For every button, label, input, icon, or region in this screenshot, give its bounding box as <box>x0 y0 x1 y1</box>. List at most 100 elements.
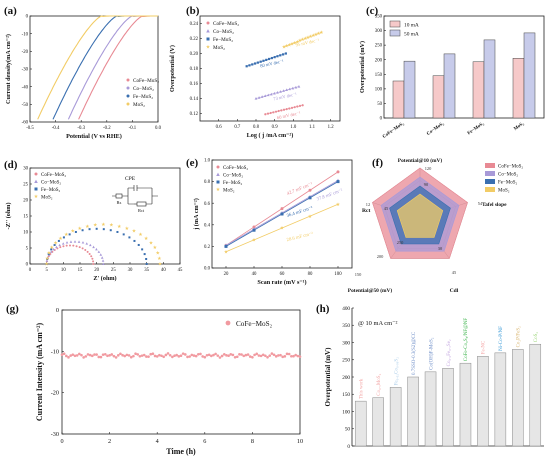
data-point <box>106 354 109 358</box>
y-tick-label: 0.24 <box>190 22 199 27</box>
data-point <box>81 229 84 232</box>
y-tick-label: 0 <box>56 307 59 314</box>
data-point: ★ <box>53 240 58 246</box>
y-tick-label: -30 <box>51 431 59 438</box>
y-tick-label: 10 <box>23 231 28 236</box>
circuit-wires <box>112 185 158 205</box>
resistor-rs <box>115 193 123 199</box>
data-point <box>285 352 289 356</box>
data-point <box>308 196 312 200</box>
data-point <box>75 245 78 248</box>
cdl-annotation: 37.8 mF cm⁻² <box>316 187 344 202</box>
data-point: ★ <box>157 256 162 262</box>
data-point: ★ <box>132 228 137 234</box>
data-point: ★ <box>280 226 285 232</box>
bar <box>392 80 405 119</box>
data-point: ★ <box>85 224 90 230</box>
data-point <box>259 354 263 358</box>
x-tick-label: 0 <box>29 268 32 273</box>
data-point <box>75 354 79 357</box>
data-point: ★ <box>47 251 52 257</box>
bar <box>354 400 367 447</box>
data-point <box>294 353 297 357</box>
x-tick-label: 5 <box>45 268 48 273</box>
data-point <box>61 242 65 245</box>
data-point: ★ <box>252 238 257 244</box>
data-point <box>134 352 137 356</box>
data-point <box>137 243 140 246</box>
bar <box>424 371 437 447</box>
data-point: ★ <box>308 214 313 220</box>
data-point <box>188 355 191 358</box>
data-point <box>92 260 95 263</box>
x-tick-label: 1.0 <box>290 125 297 130</box>
data-point: ★ <box>50 245 55 251</box>
data-point <box>55 245 58 249</box>
y-axis-label: Overpotential (mV) <box>324 347 332 407</box>
x-category-label: Co−MoS₂ <box>426 121 445 137</box>
data-point: ★ <box>158 262 163 268</box>
data-point <box>34 179 38 183</box>
data-point <box>62 236 65 239</box>
data-point <box>109 229 112 232</box>
y-tick-label: 50 <box>377 102 382 107</box>
data-point <box>238 353 241 356</box>
data-point: ★ <box>58 236 63 242</box>
y-tick-label: 15 <box>23 215 28 220</box>
y-tick-label: 0.0 <box>204 267 211 272</box>
data-point <box>88 228 91 231</box>
data-point <box>181 352 185 355</box>
data-point <box>336 180 340 184</box>
radar-tick-label: 45 <box>384 206 389 211</box>
data-point: ★ <box>290 41 295 47</box>
radar-axis-label: Potential@10 (mV) <box>398 157 443 164</box>
data-point <box>67 356 70 359</box>
data-point <box>50 248 53 251</box>
data-point <box>158 353 161 357</box>
y-tick-label: 0.16 <box>190 82 199 87</box>
data-point <box>166 352 170 355</box>
radar-tick-label: 90 <box>424 182 429 187</box>
data-point <box>218 356 222 359</box>
data-point <box>68 233 71 236</box>
y-tick-label: 300 <box>342 340 350 346</box>
x-tick-label: 0 <box>60 438 63 445</box>
legend-entry: Fe−MoS₂ <box>41 188 61 193</box>
panel-h: 0 50 100 150 200 250 300 350 400 Overpotential (m… <box>324 306 544 450</box>
legend-marker <box>225 320 231 326</box>
data-point <box>143 253 146 256</box>
data-point <box>164 353 168 357</box>
data-point <box>93 353 96 356</box>
data-point <box>268 354 272 357</box>
data-point <box>257 354 261 357</box>
data-point <box>99 355 103 359</box>
data-point <box>168 353 172 357</box>
data-point: ★ <box>300 37 305 43</box>
data-point <box>297 85 301 88</box>
data-point <box>206 29 210 33</box>
y-tick-label: 0.8 <box>204 180 211 185</box>
bar-label: Fe-NC <box>482 340 487 354</box>
data-point <box>220 354 224 358</box>
bar <box>372 397 384 447</box>
data-point <box>90 255 93 258</box>
data-point <box>126 94 130 98</box>
data-point <box>127 354 131 357</box>
x-axis-label: Time (h) <box>166 447 196 456</box>
data-point: ★ <box>93 223 98 229</box>
data-point <box>108 354 111 357</box>
bar-label: CoS₂ <box>534 332 539 343</box>
data-point: ★ <box>224 249 229 255</box>
data-point <box>34 187 38 191</box>
x-tick-label: 35 <box>144 268 149 273</box>
fit-line <box>265 104 303 115</box>
x-axis-label: Z' (ohm) <box>93 275 116 282</box>
legend-swatch <box>485 179 495 184</box>
chart-title: @ 10 mA cm⁻² <box>358 320 397 327</box>
data-point <box>86 353 90 356</box>
data-point <box>171 355 174 359</box>
data-point <box>136 353 140 356</box>
data-point <box>231 353 235 357</box>
radar-axis-label: Rct <box>362 208 371 214</box>
data-point <box>126 78 130 82</box>
